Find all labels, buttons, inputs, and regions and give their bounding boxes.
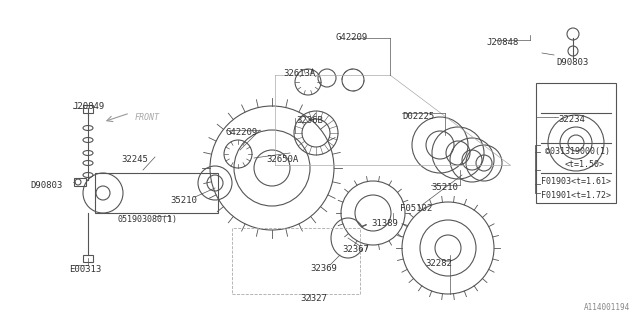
Text: 32245: 32245	[121, 155, 148, 164]
Bar	[83, 255, 93, 262]
Text: <t=1.50>: <t=1.50>	[565, 160, 605, 169]
Bar	[74, 178, 86, 186]
Text: A114001194: A114001194	[584, 303, 630, 312]
Text: 32367: 32367	[342, 245, 369, 254]
Text: 31389: 31389	[371, 219, 398, 228]
Text: G42209: G42209	[226, 128, 259, 137]
Text: 32282: 32282	[425, 259, 452, 268]
Text: 32369: 32369	[310, 264, 337, 273]
Bar	[83, 105, 93, 113]
Text: D90803: D90803	[556, 58, 588, 67]
Text: D02225: D02225	[402, 112, 435, 121]
Text: J20849: J20849	[72, 102, 104, 111]
Text: 32327: 32327	[300, 294, 327, 303]
Text: 32650A: 32650A	[266, 155, 298, 164]
Text: 35210: 35210	[170, 196, 197, 205]
Text: F01901<t=1.72>: F01901<t=1.72>	[541, 191, 611, 200]
Text: ©031319000(1): ©031319000(1)	[545, 147, 610, 156]
Text: F05102: F05102	[400, 204, 432, 213]
Text: 3236B: 3236B	[296, 116, 323, 125]
Text: J20848: J20848	[486, 38, 518, 47]
Text: FRONT: FRONT	[135, 114, 160, 123]
Text: F01903<t=1.61>: F01903<t=1.61>	[541, 177, 611, 186]
Text: G42209: G42209	[336, 33, 368, 42]
Text: E00313: E00313	[69, 265, 101, 274]
Text: 32613A: 32613A	[283, 69, 316, 78]
Text: D90803: D90803	[30, 181, 62, 190]
Text: 051903080(1): 051903080(1)	[118, 215, 178, 224]
Bar	[536, 83, 616, 203]
Bar	[95, 173, 218, 213]
Text: 35210: 35210	[431, 183, 458, 192]
Text: 32234: 32234	[558, 115, 585, 124]
